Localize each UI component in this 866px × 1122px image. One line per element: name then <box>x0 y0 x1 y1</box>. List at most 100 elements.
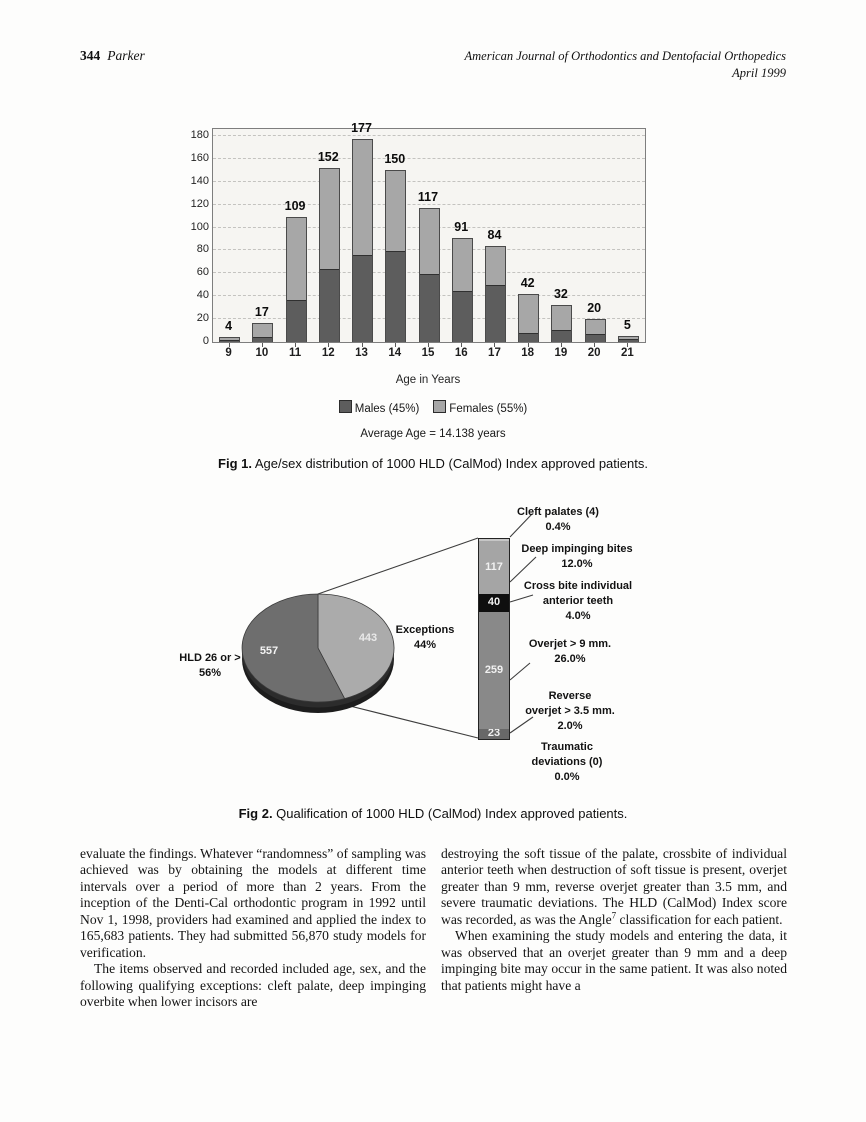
female-segment <box>452 238 472 291</box>
bar-total-label: 152 <box>317 150 339 165</box>
qualification-segment: 23 <box>479 728 509 739</box>
callout-line: Traumatic <box>541 741 593 753</box>
male-segment <box>253 336 273 342</box>
female-segment <box>618 337 638 340</box>
callout-line: 0.4% <box>545 521 571 533</box>
stacked-bar-age-18 <box>518 293 540 342</box>
page-number: 344 <box>80 48 101 63</box>
stacked-bar-age-13 <box>352 139 374 342</box>
bar-total-label: 42 <box>520 275 535 290</box>
callout-line: 12.0% <box>561 558 593 570</box>
fig1-caption-text: Age/sex distribution of 1000 HLD (CalMod… <box>251 456 648 471</box>
pie-label-hld-text: HLD 26 or > <box>179 652 241 664</box>
callout-label: Reverse overjet > 3.5 mm. 2.0% <box>480 689 660 734</box>
male-segment <box>519 333 539 342</box>
qualification-segment: 259 <box>479 611 509 729</box>
gridline <box>213 203 645 205</box>
running-head-right: American Journal of Orthodontics and Den… <box>465 48 787 82</box>
explode-line-bottom <box>345 704 479 739</box>
x-axis-tick-label: 11 <box>288 347 302 359</box>
male-segment <box>386 250 406 342</box>
female-segment <box>286 218 306 300</box>
pie-and-leader-lines <box>241 513 537 739</box>
callout-line: overjet > 3.5 mm. <box>525 705 615 717</box>
callout-label: Overjet > 9 mm. 26.0% <box>480 637 660 667</box>
callout-label: Cleft palates (4) 0.4% <box>468 505 648 535</box>
x-axis-tick-label: 18 <box>521 347 535 359</box>
body-right-column: destroying the soft tissue of the palate… <box>441 846 787 994</box>
gridline <box>213 180 645 182</box>
body-left-column: evaluate the findings. Whatever “randomn… <box>80 846 426 1011</box>
female-segment <box>386 171 406 251</box>
stacked-bar-age-14 <box>385 170 407 342</box>
x-axis-tick-mark <box>494 343 496 347</box>
x-axis-tick-mark <box>560 343 562 347</box>
issue-date: April 1999 <box>732 66 786 80</box>
y-axis-tick-label: 120 <box>190 197 209 210</box>
male-segment <box>353 255 373 342</box>
running-head-left: 344 Parker <box>80 48 145 64</box>
pie-value-hld: 557 <box>259 645 279 657</box>
gridline <box>213 135 645 136</box>
legend-item: Females (55%) <box>433 400 527 415</box>
x-axis-tick-mark <box>461 343 463 347</box>
callout-line: Overjet > 9 mm. <box>528 638 612 650</box>
x-axis-tick-label: 9 <box>225 347 232 359</box>
x-axis-tick-label: 12 <box>321 347 335 359</box>
y-axis-tick-label: 40 <box>196 289 209 302</box>
x-axis-tick-mark <box>527 343 529 347</box>
callout-line: 2.0% <box>557 720 583 732</box>
callout-line: 4.0% <box>565 610 591 622</box>
x-axis-tick-mark <box>428 343 429 347</box>
fig1-caption: Fig 1. Age/sex distribution of 1000 HLD … <box>80 456 786 471</box>
stacked-bar-age-11 <box>285 217 307 342</box>
stacked-bar-age-16 <box>451 237 473 342</box>
callout-line: Cross bite individual <box>523 580 633 592</box>
leader-deep-impinging <box>509 556 537 583</box>
callout-line: Deep impinging bites <box>521 543 633 555</box>
leader-reverse-overjet <box>509 716 534 734</box>
stacked-bar-age-9 <box>219 337 241 342</box>
y-axis-tick-label: 0 <box>202 335 209 347</box>
callout-label: Deep impinging bites 12.0% <box>487 542 667 572</box>
female-segment <box>552 306 572 330</box>
x-axis-tick-label: 20 <box>587 347 601 359</box>
bar-total-label: 32 <box>553 287 568 302</box>
stacked-bar-age-10 <box>252 322 274 342</box>
female-segment <box>319 169 339 270</box>
callout-label: Cross bite individual anterior teeth 4.0% <box>488 579 668 624</box>
x-axis-tick-label: 17 <box>488 347 501 359</box>
fig1-caption-label: Fig 1. <box>218 456 252 471</box>
explode-line-top <box>317 537 479 595</box>
male-segment <box>286 299 306 342</box>
bar-total-label: 5 <box>623 318 631 333</box>
fig2-caption-text: Qualification of 1000 HLD (CalMod) Index… <box>272 806 628 821</box>
pie-label-hld: HLD 26 or > 56% <box>140 651 280 681</box>
x-axis-tick-mark <box>394 343 396 347</box>
pie-label-exceptions-text: Exceptions <box>395 624 455 636</box>
female-segment <box>220 338 240 341</box>
x-axis-tick-mark <box>228 343 230 347</box>
x-axis-title: Age in Years <box>395 374 461 386</box>
x-axis-tick-mark <box>361 343 363 347</box>
stacked-bar-age-20 <box>584 319 606 342</box>
x-axis-tick-label: 16 <box>454 347 468 359</box>
pie-label-exceptions-pct: 44% <box>413 639 437 651</box>
callout-line: Cleft palates (4) <box>517 506 599 518</box>
legend-swatch-icon <box>338 400 352 413</box>
qualification-segment: 117 <box>479 540 509 594</box>
callout-line: anterior teeth <box>542 595 614 607</box>
leader-cleft-palates <box>509 513 533 538</box>
bar-total-label: 177 <box>351 121 372 136</box>
x-axis-tick-label: 13 <box>355 347 368 359</box>
fig2-pie-chart: 117 40 259 23 HLD 26 or > 56% 557 443 Excep… <box>80 497 786 802</box>
x-axis-tick-label: 15 <box>421 347 435 359</box>
stacked-bar-age-21 <box>617 336 639 342</box>
average-age-note: Average Age = 14.138 years <box>360 428 506 440</box>
x-axis-tick-label: 19 <box>554 347 568 359</box>
bar-total-label: 20 <box>587 301 602 316</box>
pie-label-hld-pct: 56% <box>198 667 222 679</box>
y-axis-tick-label: 140 <box>190 174 209 187</box>
qualification-segment <box>479 539 509 541</box>
